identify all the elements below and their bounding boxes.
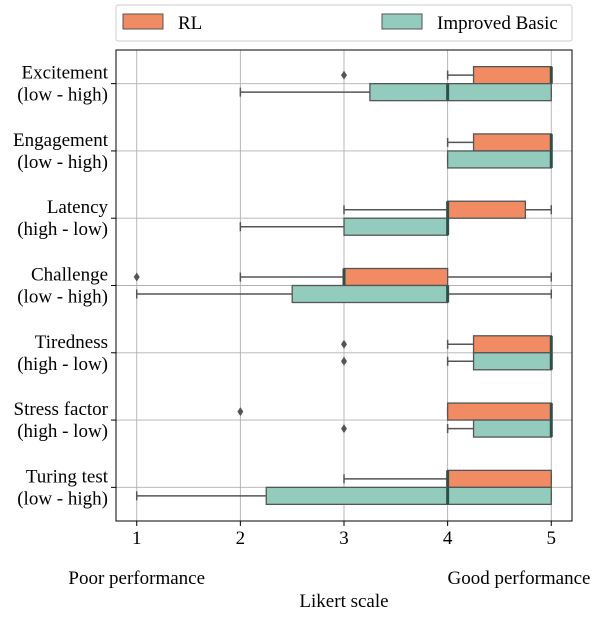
iqr-box	[265, 486, 552, 506]
box-improved-basic	[341, 352, 553, 371]
y-tick-labels: Excitement (low - high)Engagement (low - h…	[13, 63, 109, 510]
iqr-box	[472, 133, 552, 152]
y-tick-label-line: Challenge	[31, 265, 108, 286]
y-tick-label-line: (low - high)	[17, 152, 108, 173]
box-improved-basic	[239, 82, 553, 102]
x-tick-labels: 1 2 3 4 5	[132, 528, 556, 549]
iqr-box	[446, 150, 552, 169]
legend-label-improved-basic: Improved Basic	[437, 13, 558, 34]
legend-swatch-rl	[122, 13, 164, 30]
y-tick-label-line: (high - low)	[17, 421, 108, 442]
y-tick-label-line: Stress factor	[14, 399, 109, 420]
y-tick-label-line: (high - low)	[17, 219, 108, 240]
box-improved-basic	[446, 150, 553, 169]
y-tick-label-line: Turing test	[26, 466, 109, 487]
outlier-point	[237, 407, 244, 417]
y-tick-label-line: Latency	[47, 197, 109, 218]
y-tick-label-line: (low - high)	[17, 287, 108, 308]
box-improved-basic	[341, 419, 553, 438]
axis-annotation-right: Good performance	[448, 568, 591, 589]
outlier-point	[341, 70, 347, 80]
y-tick-label-line: (low - high)	[17, 488, 108, 509]
y-tick-label-line: Excitement	[21, 63, 108, 84]
iqr-box	[472, 352, 552, 371]
box-rl	[133, 267, 553, 287]
iqr-box	[369, 82, 552, 102]
box-rl	[341, 65, 553, 85]
legend-frame	[115, 4, 573, 42]
x-tick-label: 5	[547, 528, 557, 549]
outlier-point	[133, 272, 140, 282]
box-rl	[343, 469, 553, 489]
y-tick-label: Stress factor (high - low)	[14, 399, 109, 442]
y-tick-label: Engagement (low - high)	[13, 130, 109, 173]
x-axis-label: Likert scale	[299, 591, 388, 612]
iqr-box	[446, 402, 552, 421]
iqr-box	[472, 65, 552, 85]
y-tick-label: Challenge (low - high)	[17, 265, 108, 308]
y-tick-label: Latency (high - low)	[17, 197, 108, 240]
legend-swatch-improved-basic	[381, 13, 423, 30]
outlier-point	[341, 356, 347, 366]
x-tick-label: 1	[132, 528, 142, 549]
box-improved-basic	[135, 284, 553, 304]
y-tick-label: Turing test (low - high)	[17, 466, 108, 509]
x-tick-label: 2	[236, 528, 246, 549]
y-tick-label-line: (high - low)	[17, 354, 108, 375]
iqr-box	[472, 419, 552, 438]
box-improved-basic	[135, 486, 553, 506]
y-tick-label-line: Engagement	[13, 130, 109, 151]
y-tick-label: Tiredness (high - low)	[17, 332, 108, 375]
iqr-box	[291, 284, 449, 304]
y-tick-label: Excitement (low - high)	[17, 63, 108, 106]
y-tick-label-line: (low - high)	[17, 85, 108, 106]
box-rl	[237, 402, 553, 421]
iqr-box	[446, 469, 552, 489]
iqr-box	[446, 200, 527, 219]
box-rl	[341, 335, 553, 354]
x-tick-label: 3	[339, 528, 349, 549]
iqr-box	[343, 267, 449, 287]
outlier-point	[341, 424, 347, 434]
x-tick-label: 4	[443, 528, 453, 549]
plot-frame	[115, 49, 573, 522]
iqr-box	[343, 217, 449, 236]
outlier-point	[341, 339, 347, 349]
legend-label-rl: RL	[178, 13, 202, 34]
box-rl	[446, 133, 553, 152]
iqr-box	[472, 335, 552, 354]
y-tick-label-line: Tiredness	[35, 332, 108, 353]
boxes	[133, 65, 553, 506]
box-improved-basic	[239, 217, 450, 236]
box-rl	[343, 200, 553, 219]
legend: RL Improved Basic	[115, 4, 573, 42]
axis-annotation-left: Poor performance	[68, 568, 205, 589]
